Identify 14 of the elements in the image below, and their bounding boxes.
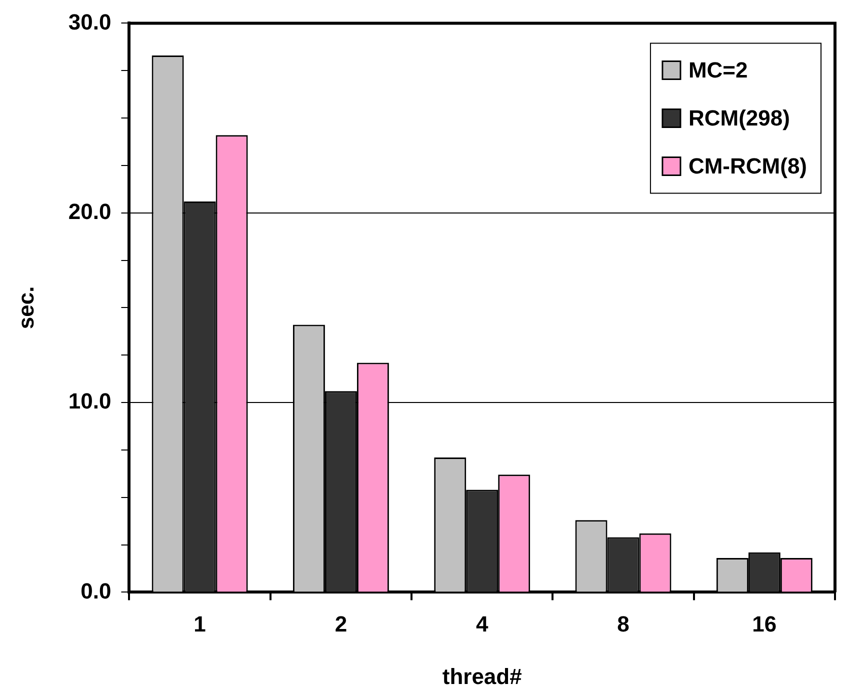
x-tick-label: 16: [752, 611, 777, 636]
x-tick-label: 1: [194, 611, 206, 636]
x-tick-label: 4: [476, 611, 489, 636]
legend-label: RCM(298): [688, 105, 790, 130]
y-tick-label: 20.0: [68, 198, 112, 224]
x-tick-label: 2: [334, 611, 348, 636]
legend-label: CM-RCM(8): [688, 153, 807, 178]
x-axis-title: thread#: [442, 664, 522, 689]
y-tick-label: 30.0: [68, 9, 112, 34]
x-tick-label: 8: [617, 611, 630, 636]
y-axis-title: sec.: [13, 286, 38, 330]
legend-label: MC=2: [688, 57, 748, 82]
y-tick-label: 10.0: [68, 388, 112, 414]
y-tick-label: 0.0: [80, 578, 112, 604]
